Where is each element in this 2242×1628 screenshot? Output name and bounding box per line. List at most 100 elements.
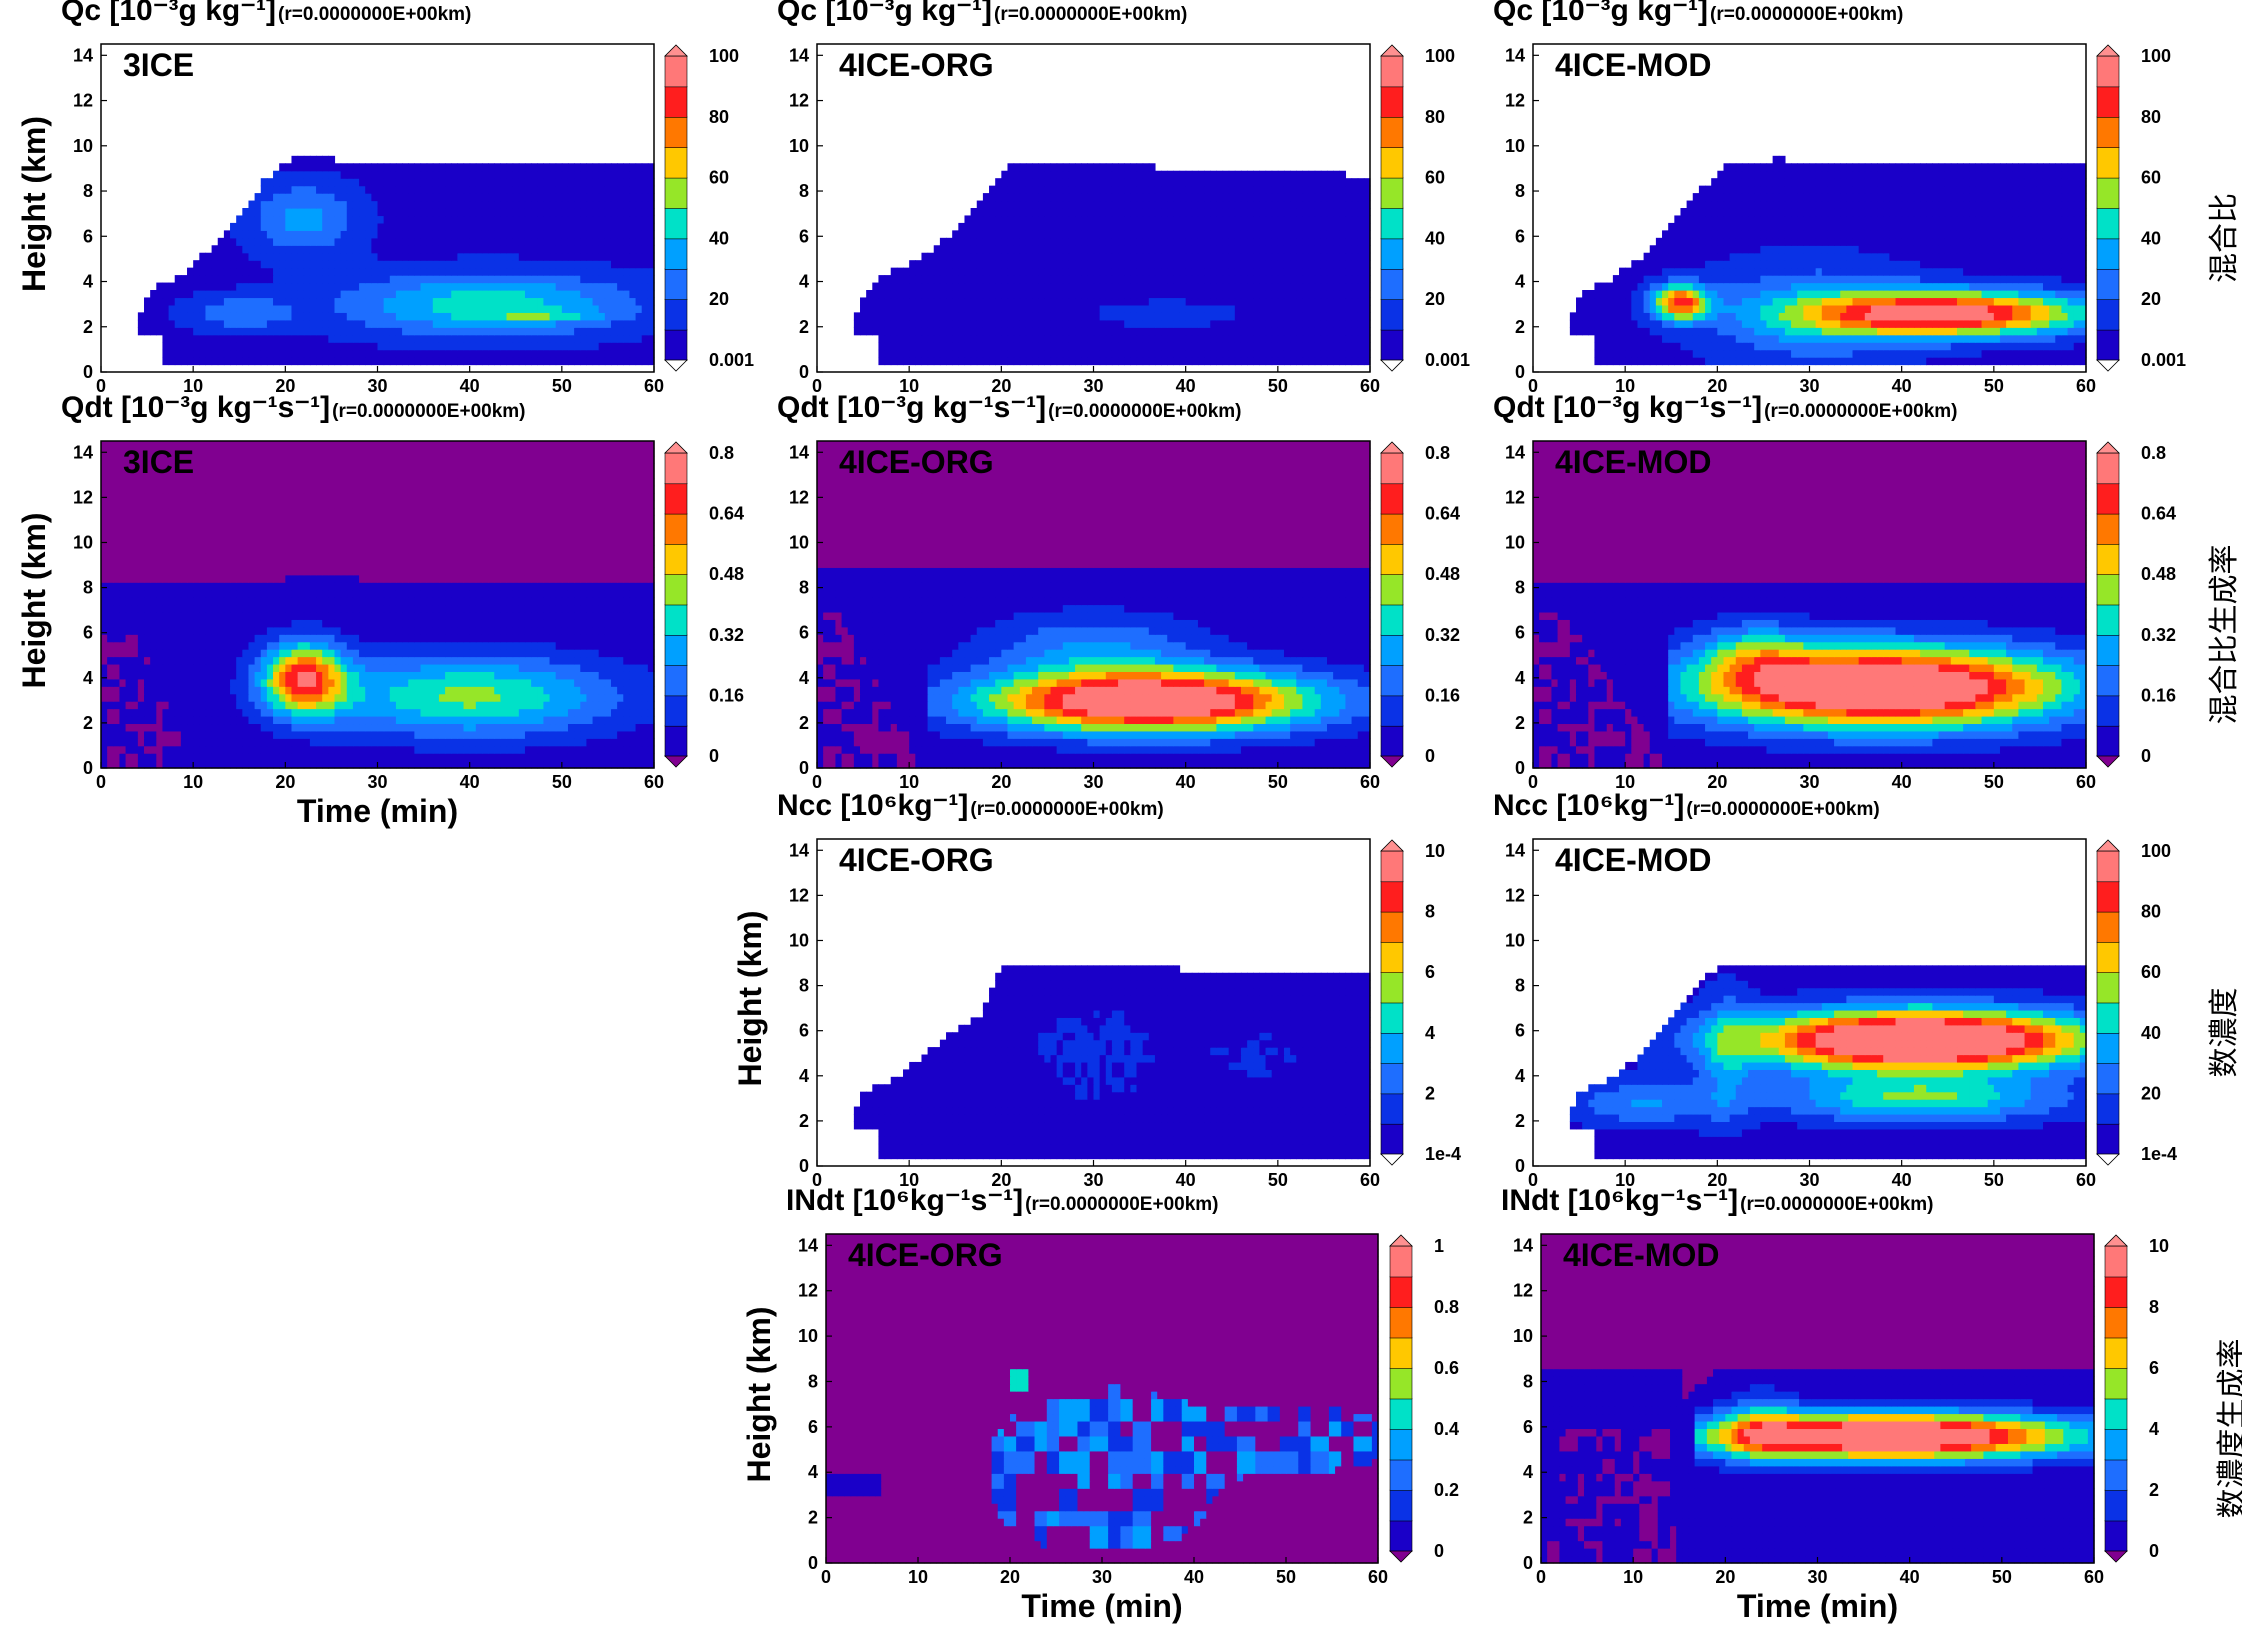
heatmap-cell	[341, 320, 348, 328]
heatmap-cell	[507, 327, 514, 335]
heatmap-cell	[574, 335, 581, 343]
heatmap-cell	[218, 290, 225, 298]
heatmap-cell	[445, 350, 452, 358]
heatmap-cell	[636, 268, 643, 276]
heatmap-cell	[408, 357, 415, 365]
heatmap-cell	[599, 268, 606, 276]
heatmap-cell	[574, 245, 581, 253]
heatmap-cell	[488, 342, 495, 350]
heatmap-cell	[187, 305, 194, 313]
heatmap-cell	[236, 297, 243, 305]
heatmap-cell	[273, 297, 280, 305]
heatmap-cell	[359, 283, 366, 291]
heatmap-cell	[451, 327, 458, 335]
heatmap-cell	[629, 350, 636, 358]
heatmap-cell	[156, 312, 163, 320]
heatmap-cell	[328, 253, 335, 261]
heatmap-cell	[402, 283, 409, 291]
heatmap-cell	[212, 305, 219, 313]
heatmap-cell	[390, 327, 397, 335]
heatmap-cell	[193, 350, 200, 358]
heatmap-cell	[261, 335, 268, 343]
heatmap-cell	[390, 350, 397, 358]
heatmap-cell	[390, 275, 397, 283]
heatmap-cell	[586, 268, 593, 276]
heatmap-cell	[439, 253, 446, 261]
heatmap-cell	[402, 297, 409, 305]
heatmap-cell	[359, 305, 366, 313]
heatmap-cell	[550, 357, 557, 365]
heatmap-cell	[414, 357, 421, 365]
heatmap-cell	[304, 283, 311, 291]
heatmap-cell	[359, 327, 366, 335]
heatmap-cell	[378, 245, 385, 253]
heatmap-cell	[427, 305, 434, 313]
heatmap-cell	[470, 320, 477, 328]
heatmap-cell	[341, 335, 348, 343]
heatmap-cell	[353, 320, 360, 328]
heatmap-cell	[255, 238, 262, 246]
heatmap-cell	[402, 253, 409, 261]
heatmap-cell	[316, 320, 323, 328]
heatmap-cell	[396, 253, 403, 261]
heatmap-cell	[353, 283, 360, 291]
heatmap-cell	[396, 268, 403, 276]
heatmap-cell	[341, 327, 348, 335]
heatmap-cell	[537, 260, 544, 268]
heatmap-cell	[162, 283, 169, 291]
heatmap-cell	[150, 305, 157, 313]
heatmap-cell	[396, 335, 403, 343]
heatmap-cell	[353, 335, 360, 343]
heatmap-cell	[488, 290, 495, 298]
heatmap-cell	[611, 290, 618, 298]
heatmap-cell	[378, 335, 385, 343]
heatmap-cell	[433, 350, 440, 358]
heatmap-cell	[371, 357, 378, 365]
heatmap-cell	[531, 283, 538, 291]
heatmap-cell	[543, 350, 550, 358]
heatmap-cell	[543, 305, 550, 313]
heatmap-cell	[623, 327, 630, 335]
heatmap-cell	[236, 253, 243, 261]
heatmap-cell	[636, 342, 643, 350]
heatmap-cell	[414, 283, 421, 291]
heatmap-cell	[175, 350, 182, 358]
heatmap-cell	[537, 268, 544, 276]
heatmap-cell	[593, 342, 600, 350]
heatmap-cell	[439, 268, 446, 276]
heatmap-cell	[212, 297, 219, 305]
heatmap-cell	[384, 305, 391, 313]
heatmap-cell	[205, 320, 212, 328]
heatmap-cell	[181, 312, 188, 320]
heatmap-cell	[205, 297, 212, 305]
heatmap-cell	[574, 275, 581, 283]
heatmap-cell	[396, 320, 403, 328]
heatmap-cell	[556, 342, 563, 350]
heatmap-cell	[531, 335, 538, 343]
heatmap-cell	[162, 312, 169, 320]
heatmap-cell	[414, 327, 421, 335]
heatmap-cell	[341, 312, 348, 320]
heatmap-cell	[500, 297, 507, 305]
heatmap-cell	[482, 245, 489, 253]
heatmap-cell	[273, 335, 280, 343]
heatmap-cell	[525, 305, 532, 313]
heatmap-cell	[205, 350, 212, 358]
heatmap-cell	[291, 297, 298, 305]
heatmap-cell	[568, 253, 575, 261]
heatmap-cell	[433, 275, 440, 283]
heatmap-cell	[642, 350, 649, 358]
heatmap-cell	[507, 305, 514, 313]
heatmap-cell	[519, 320, 526, 328]
heatmap-cell	[414, 342, 421, 350]
heatmap-cell	[322, 357, 329, 365]
heatmap-cell	[378, 312, 385, 320]
heatmap-cell	[433, 245, 440, 253]
heatmap-cell	[500, 320, 507, 328]
heatmap-cell	[586, 320, 593, 328]
heatmap-cell	[550, 297, 557, 305]
heatmap-cell	[636, 335, 643, 343]
heatmap-cell	[199, 260, 206, 268]
heatmap-cell	[310, 335, 317, 343]
heatmap-cell	[328, 320, 335, 328]
